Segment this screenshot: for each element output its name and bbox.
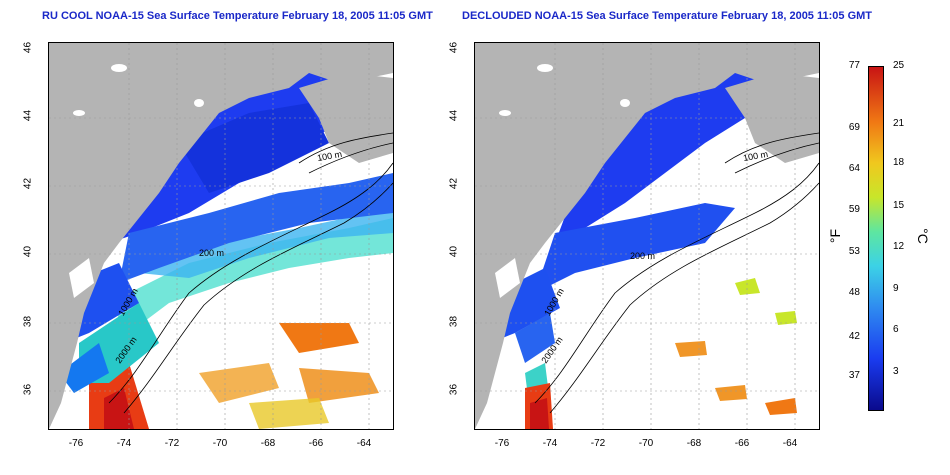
- colorbar-f-tick: 42: [848, 331, 860, 342]
- right-x-tick: -66: [734, 438, 750, 449]
- colorbar-f-tick: 53: [848, 246, 860, 257]
- left-y-tick: 42: [22, 177, 34, 190]
- right-lakes: [499, 64, 630, 116]
- colorbar-celsius-unit: °C: [914, 228, 931, 244]
- right-map-title: DECLOUDED NOAA-15 Sea Surface Temperatur…: [462, 10, 873, 22]
- colorbar-c-tick: 25: [893, 60, 905, 71]
- right-map-svg: [475, 43, 819, 429]
- colorbar-f-tick: 64: [848, 163, 860, 174]
- right-y-tick: 38: [448, 315, 460, 328]
- left-x-tick: -64: [356, 438, 372, 449]
- colorbar-c-tick: 15: [893, 200, 905, 211]
- right-x-tick: -70: [638, 438, 654, 449]
- colorbar-c-tick: 9: [893, 283, 899, 294]
- colorbar-f-tick: 59: [848, 204, 860, 215]
- left-y-tick: 40: [22, 245, 34, 258]
- colorbar-c-tick: 6: [893, 324, 899, 335]
- colorbar-f-tick: 77: [848, 60, 860, 71]
- colorbar-c-tick: 12: [893, 241, 905, 252]
- colorbar-f-tick: 69: [848, 122, 860, 133]
- left-x-tick: -70: [212, 438, 228, 449]
- left-x-tick: -72: [164, 438, 180, 449]
- left-map-svg: [49, 43, 393, 429]
- temperature-colorbar: [868, 66, 884, 411]
- right-bathymetry-contours: [534, 132, 819, 414]
- right-y-tick: 46: [448, 41, 460, 54]
- left-label-200m: 200 m: [199, 248, 225, 258]
- left-x-tick: -74: [116, 438, 132, 449]
- right-label-200m: 200 m: [630, 251, 656, 261]
- left-bathymetry-contours: [108, 132, 393, 414]
- right-x-tick: -72: [590, 438, 606, 449]
- left-map-panel: 100 m 200 m 1000 m 2000 m: [48, 42, 394, 430]
- colorbar-f-tick: 37: [848, 370, 860, 381]
- right-map-panel: 100 m 200 m 1000 m 2000 m: [474, 42, 820, 430]
- right-graticule: [475, 43, 819, 429]
- left-sst-field: [59, 68, 393, 429]
- right-y-tick: 40: [448, 245, 460, 258]
- left-map-title: RU COOL NOAA-15 Sea Surface Temperature …: [42, 10, 433, 22]
- left-x-tick: -76: [68, 438, 84, 449]
- colorbar-fahrenheit-unit: °F: [827, 228, 844, 244]
- right-x-tick: -64: [782, 438, 798, 449]
- left-graticule: [49, 43, 393, 429]
- left-x-tick: -68: [260, 438, 276, 449]
- right-y-tick: 42: [448, 177, 460, 190]
- right-y-tick: 44: [448, 109, 460, 122]
- left-y-tick: 44: [22, 109, 34, 122]
- colorbar-c-tick: 18: [893, 157, 905, 168]
- left-y-tick: 36: [22, 383, 34, 396]
- left-x-tick: -66: [308, 438, 324, 449]
- left-y-tick: 46: [22, 41, 34, 54]
- colorbar-c-tick: 3: [893, 366, 899, 377]
- colorbar-f-tick: 48: [848, 287, 860, 298]
- right-x-tick: -76: [494, 438, 510, 449]
- right-y-tick: 36: [448, 383, 460, 396]
- colorbar-c-tick: 21: [893, 118, 905, 129]
- left-lakes: [73, 64, 204, 116]
- left-y-tick: 38: [22, 315, 34, 328]
- right-x-tick: -68: [686, 438, 702, 449]
- right-x-tick: -74: [542, 438, 558, 449]
